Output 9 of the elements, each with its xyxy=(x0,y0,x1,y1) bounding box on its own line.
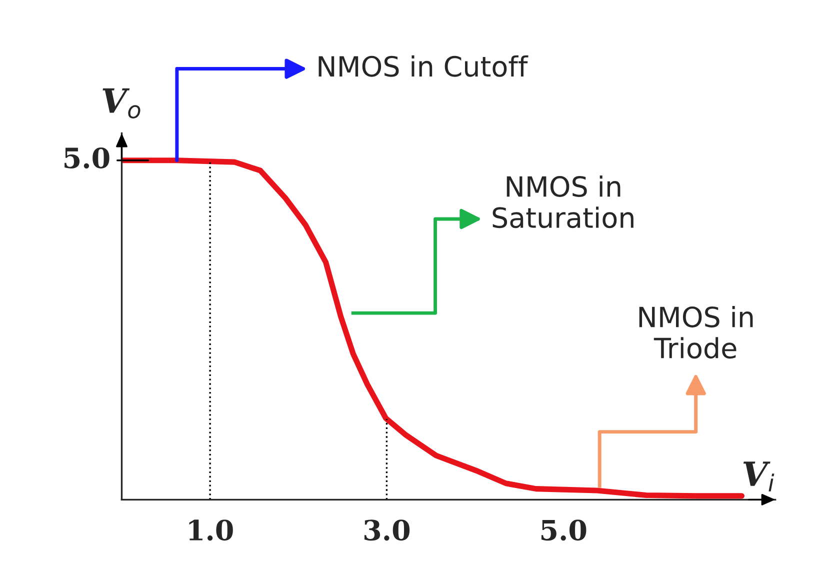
x-axis-title: V$_{i}$ xyxy=(743,462,774,492)
x-tick-label: 3.0 xyxy=(364,520,410,541)
x-tick-label: 5.0 xyxy=(541,520,586,541)
y-axis-title: V$_{o}$ xyxy=(102,88,140,119)
annotation: NMOS in Triode xyxy=(639,306,753,359)
annotation: NMOS in Saturation xyxy=(492,176,634,228)
annotation: 5.0 xyxy=(64,147,110,168)
x-tick-label: 1.0 xyxy=(189,520,233,541)
text: NMOS in Cutoff xyxy=(318,55,528,77)
